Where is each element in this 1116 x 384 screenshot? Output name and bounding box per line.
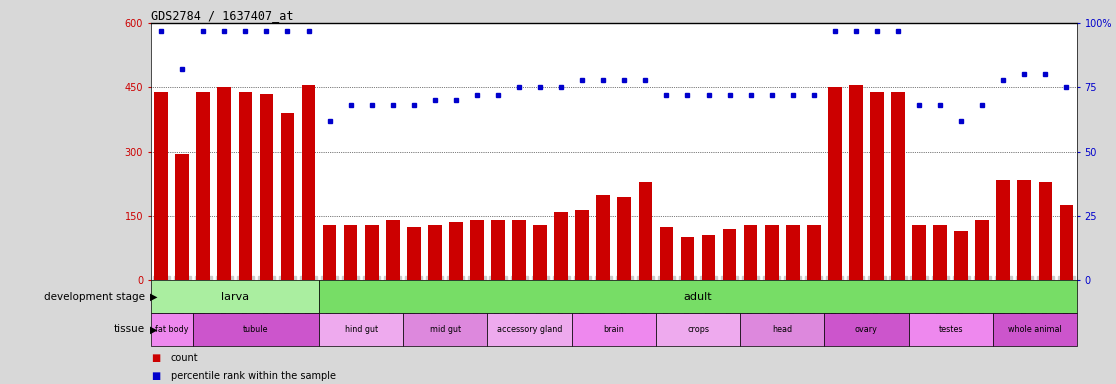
Bar	[849, 85, 863, 280]
Bar	[870, 92, 884, 280]
Bar	[975, 220, 989, 280]
Bar	[1039, 182, 1052, 280]
Bar	[175, 154, 189, 280]
Bar	[743, 225, 758, 280]
Bar	[365, 225, 378, 280]
Bar	[702, 235, 715, 280]
Bar	[912, 225, 926, 280]
Bar	[828, 88, 841, 280]
Bar	[344, 225, 357, 280]
Bar	[449, 222, 463, 280]
Text: testes: testes	[939, 325, 963, 334]
Bar	[660, 227, 673, 280]
Bar	[681, 237, 694, 280]
Bar	[786, 225, 799, 280]
Text: crops: crops	[687, 325, 709, 334]
Text: ■: ■	[151, 353, 160, 363]
Text: hind gut: hind gut	[345, 325, 377, 334]
Bar	[933, 225, 947, 280]
Text: ▶: ▶	[150, 324, 157, 334]
Bar	[571, 313, 656, 346]
Bar	[470, 220, 484, 280]
Bar	[617, 197, 632, 280]
Text: whole animal: whole animal	[1008, 325, 1061, 334]
Bar	[997, 180, 1010, 280]
Text: ▶: ▶	[150, 291, 157, 302]
Text: accessory gland: accessory gland	[497, 325, 562, 334]
Text: development stage: development stage	[44, 291, 145, 302]
Text: percentile rank within the sample: percentile rank within the sample	[171, 371, 336, 381]
Bar	[993, 313, 1077, 346]
Bar	[954, 231, 968, 280]
Text: tubule: tubule	[243, 325, 269, 334]
Bar	[533, 225, 547, 280]
Bar	[656, 313, 740, 346]
Bar	[319, 313, 403, 346]
Text: larva: larva	[221, 291, 249, 302]
Bar	[196, 92, 210, 280]
Bar	[1018, 180, 1031, 280]
Bar	[596, 195, 610, 280]
Text: adult: adult	[684, 291, 712, 302]
Bar	[723, 229, 737, 280]
Bar	[403, 313, 488, 346]
Bar	[280, 113, 295, 280]
Bar	[260, 94, 273, 280]
Bar	[512, 220, 526, 280]
Bar	[555, 212, 568, 280]
Text: tissue: tissue	[114, 324, 145, 334]
Text: GDS2784 / 1637407_at: GDS2784 / 1637407_at	[151, 9, 294, 22]
Text: brain: brain	[604, 325, 624, 334]
Bar	[908, 313, 993, 346]
Bar	[386, 220, 400, 280]
Bar	[151, 280, 319, 313]
Bar	[151, 313, 193, 346]
Bar	[491, 220, 504, 280]
Bar	[323, 225, 336, 280]
Text: ■: ■	[151, 371, 160, 381]
Text: ovary: ovary	[855, 325, 878, 334]
Bar	[301, 85, 316, 280]
Text: head: head	[772, 325, 792, 334]
Bar	[407, 227, 421, 280]
Bar	[764, 225, 779, 280]
Bar	[740, 313, 825, 346]
Bar	[193, 313, 319, 346]
Text: fat body: fat body	[155, 325, 189, 334]
Bar	[576, 210, 589, 280]
Bar	[1059, 205, 1074, 280]
Text: count: count	[171, 353, 199, 363]
Bar	[807, 225, 820, 280]
Bar	[488, 313, 571, 346]
Bar	[319, 280, 1077, 313]
Bar	[825, 313, 908, 346]
Text: mid gut: mid gut	[430, 325, 461, 334]
Bar	[218, 88, 231, 280]
Bar	[239, 92, 252, 280]
Bar	[154, 92, 169, 280]
Bar	[638, 182, 652, 280]
Bar	[892, 92, 905, 280]
Bar	[429, 225, 442, 280]
